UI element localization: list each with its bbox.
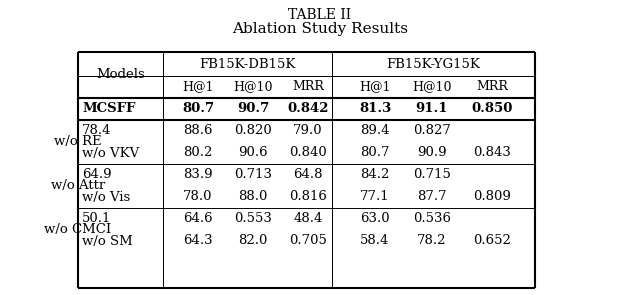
Text: 88.0: 88.0 bbox=[238, 191, 268, 204]
Text: 0.843: 0.843 bbox=[473, 147, 511, 160]
Text: 0.713: 0.713 bbox=[234, 168, 272, 181]
Text: w/o RE: w/o RE bbox=[54, 135, 102, 148]
Text: TABLE II: TABLE II bbox=[289, 8, 351, 22]
Text: 90.7: 90.7 bbox=[237, 102, 269, 116]
Text: 87.7: 87.7 bbox=[417, 191, 447, 204]
Text: MRR: MRR bbox=[292, 81, 324, 94]
Text: 64.9: 64.9 bbox=[82, 168, 111, 181]
Text: 58.4: 58.4 bbox=[360, 235, 390, 248]
Text: FB15K-YG15K: FB15K-YG15K bbox=[387, 58, 481, 71]
Text: 78.0: 78.0 bbox=[183, 191, 212, 204]
Text: 48.4: 48.4 bbox=[293, 212, 323, 225]
Text: 78.2: 78.2 bbox=[417, 235, 447, 248]
Text: 0.715: 0.715 bbox=[413, 168, 451, 181]
Text: 63.0: 63.0 bbox=[360, 212, 390, 225]
Text: 81.3: 81.3 bbox=[359, 102, 391, 116]
Text: 50.1: 50.1 bbox=[82, 212, 111, 225]
Text: 82.0: 82.0 bbox=[238, 235, 268, 248]
Text: 0.809: 0.809 bbox=[473, 191, 511, 204]
Text: MRR: MRR bbox=[476, 81, 508, 94]
Text: w/o Attr: w/o Attr bbox=[51, 179, 105, 193]
Text: Models: Models bbox=[96, 68, 145, 81]
Text: 0.842: 0.842 bbox=[287, 102, 329, 116]
Text: 90.9: 90.9 bbox=[417, 147, 447, 160]
Text: 0.827: 0.827 bbox=[413, 124, 451, 137]
Text: 80.7: 80.7 bbox=[182, 102, 214, 116]
Text: 0.850: 0.850 bbox=[471, 102, 513, 116]
Text: 0.553: 0.553 bbox=[234, 212, 272, 225]
Text: 80.2: 80.2 bbox=[183, 147, 212, 160]
Text: w/o SM: w/o SM bbox=[82, 235, 132, 248]
Text: 0.536: 0.536 bbox=[413, 212, 451, 225]
Text: 84.2: 84.2 bbox=[360, 168, 390, 181]
Text: 91.1: 91.1 bbox=[416, 102, 448, 116]
Text: H@1: H@1 bbox=[182, 81, 214, 94]
Text: 64.6: 64.6 bbox=[183, 212, 213, 225]
Text: MCSFF: MCSFF bbox=[82, 102, 136, 116]
Text: Ablation Study Results: Ablation Study Results bbox=[232, 22, 408, 36]
Text: w/o VKV: w/o VKV bbox=[82, 147, 140, 160]
Text: w/o CMCI: w/o CMCI bbox=[44, 224, 111, 237]
Text: 83.9: 83.9 bbox=[183, 168, 213, 181]
Text: 80.7: 80.7 bbox=[360, 147, 390, 160]
Text: 0.705: 0.705 bbox=[289, 235, 327, 248]
Text: w/o Vis: w/o Vis bbox=[82, 191, 131, 204]
Text: 0.652: 0.652 bbox=[473, 235, 511, 248]
Text: 90.6: 90.6 bbox=[238, 147, 268, 160]
Text: 0.816: 0.816 bbox=[289, 191, 327, 204]
Text: H@1: H@1 bbox=[359, 81, 391, 94]
Text: 64.3: 64.3 bbox=[183, 235, 213, 248]
Text: H@10: H@10 bbox=[233, 81, 273, 94]
Text: 64.8: 64.8 bbox=[293, 168, 323, 181]
Text: 0.820: 0.820 bbox=[234, 124, 272, 137]
Text: H@10: H@10 bbox=[412, 81, 452, 94]
Text: 79.0: 79.0 bbox=[293, 124, 323, 137]
Text: 78.4: 78.4 bbox=[82, 124, 111, 137]
Text: 89.4: 89.4 bbox=[360, 124, 390, 137]
Text: 77.1: 77.1 bbox=[360, 191, 390, 204]
Text: 0.840: 0.840 bbox=[289, 147, 327, 160]
Text: 88.6: 88.6 bbox=[183, 124, 212, 137]
Text: FB15K-DB15K: FB15K-DB15K bbox=[199, 58, 296, 71]
